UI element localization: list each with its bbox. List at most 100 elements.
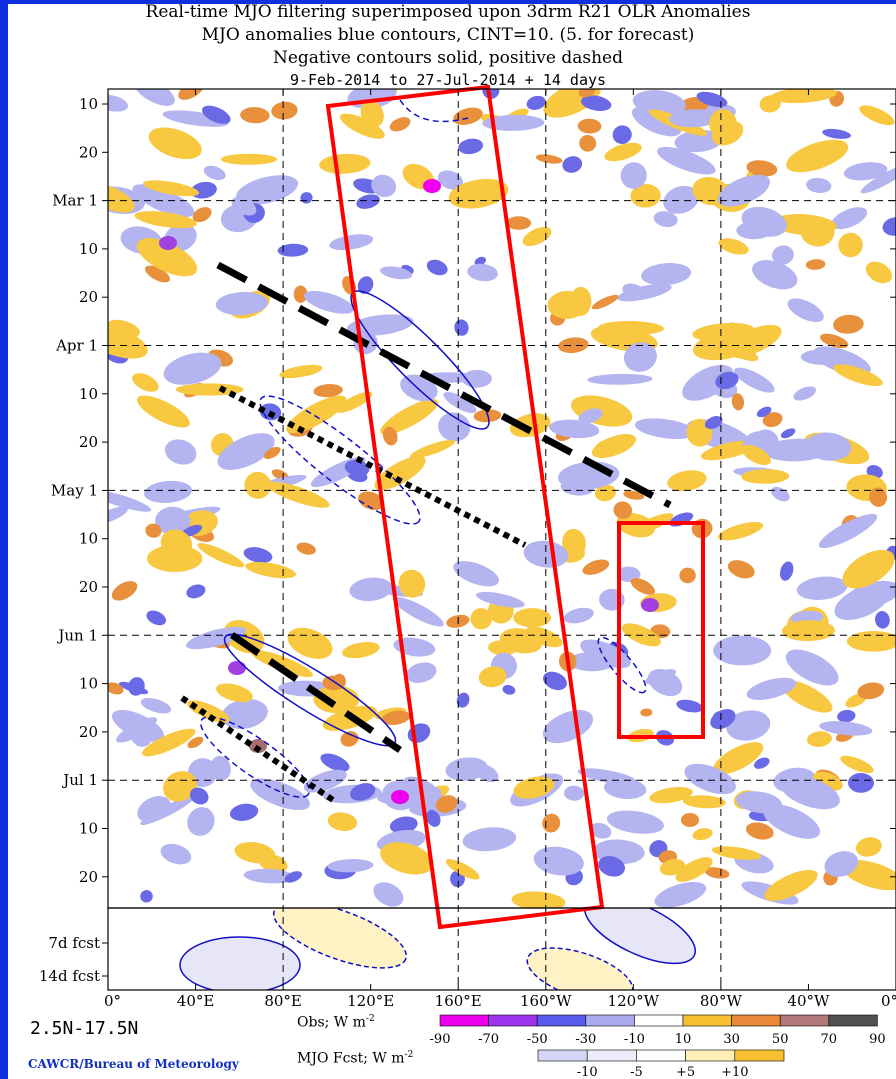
anomaly-cell bbox=[842, 549, 895, 589]
anomaly-cell bbox=[675, 857, 713, 882]
anomaly-cell bbox=[579, 134, 597, 152]
legend-label: 90 bbox=[869, 1032, 886, 1047]
anomaly-cell bbox=[284, 871, 303, 883]
anomaly-peak bbox=[159, 236, 177, 250]
anomaly-cell bbox=[443, 391, 477, 414]
y-tick-label: 20 bbox=[79, 433, 98, 451]
anomaly-cell bbox=[523, 540, 569, 568]
anomaly-cell bbox=[762, 412, 783, 428]
forecast-neg-anomaly bbox=[179, 936, 301, 990]
anomaly-cell bbox=[679, 567, 696, 584]
anomaly-cell bbox=[437, 170, 463, 190]
anomaly-cell bbox=[598, 856, 626, 877]
anomaly-cell bbox=[781, 620, 835, 642]
anomaly-cell bbox=[287, 627, 333, 659]
anomaly-cell bbox=[340, 731, 359, 747]
x-tick-label: 120°W bbox=[608, 992, 660, 1010]
anomaly-cell bbox=[578, 89, 596, 98]
propagation-line-2 bbox=[218, 385, 527, 548]
anomaly-cell bbox=[710, 709, 736, 730]
anomaly-cell bbox=[865, 261, 893, 284]
anomaly-cell bbox=[134, 211, 197, 229]
anomaly-cell bbox=[398, 569, 426, 598]
anomaly-cell bbox=[824, 851, 859, 877]
anomaly-cell bbox=[453, 107, 483, 125]
anomaly-cell bbox=[293, 285, 308, 303]
legend-label: -90 bbox=[430, 1032, 451, 1047]
anomaly-cell bbox=[781, 680, 833, 713]
y-tick-label: May 1 bbox=[51, 481, 98, 499]
anomaly-cell bbox=[513, 776, 555, 799]
anomaly-cell bbox=[780, 561, 794, 581]
x-tick-label: 0° bbox=[881, 992, 896, 1010]
anomaly-cell bbox=[564, 785, 585, 801]
anomaly-cell bbox=[591, 434, 637, 458]
y-tick-label: 20 bbox=[79, 143, 98, 161]
olr-anomaly-field bbox=[108, 89, 896, 908]
mjo-contour-pos-3 bbox=[399, 99, 469, 123]
anomaly-cell bbox=[676, 699, 703, 713]
anomaly-cell bbox=[410, 440, 455, 459]
legend-swatch bbox=[586, 1049, 637, 1062]
anomaly-cell bbox=[445, 859, 480, 880]
anomaly-cell bbox=[322, 675, 344, 691]
anomaly-cell bbox=[111, 581, 138, 601]
anomaly-cell bbox=[175, 383, 244, 396]
anomaly-cell bbox=[215, 292, 269, 316]
anomaly-cell bbox=[833, 314, 864, 334]
anomaly-cell bbox=[478, 666, 507, 688]
anomaly-cell bbox=[763, 804, 821, 839]
legend-fcst: -10 -5 +5 +10 bbox=[537, 1049, 785, 1079]
anomaly-cell bbox=[187, 807, 215, 836]
anomaly-cell bbox=[604, 142, 642, 162]
anomaly-cell bbox=[243, 547, 273, 563]
anomaly-cell bbox=[641, 263, 692, 286]
window-frame-left bbox=[0, 0, 8, 1079]
anomaly-cell bbox=[373, 882, 404, 907]
window-frame-top bbox=[0, 0, 896, 4]
y-tick-label: Jun 1 bbox=[56, 626, 98, 644]
anomaly-cell bbox=[371, 174, 397, 198]
annotation-lines bbox=[180, 84, 705, 930]
y-tick-label: 20 bbox=[79, 578, 98, 596]
anomaly-cell bbox=[374, 456, 426, 490]
anomaly-cell bbox=[438, 412, 471, 442]
anomaly-cell bbox=[266, 481, 330, 508]
legend-label: +10 bbox=[721, 1065, 748, 1079]
anomaly-cell bbox=[696, 91, 728, 108]
anomaly-cell bbox=[271, 101, 298, 120]
forecast-pos-anomaly bbox=[272, 908, 408, 969]
y-tick-label: Jul 1 bbox=[61, 771, 98, 789]
legend-swatch bbox=[685, 1049, 736, 1062]
anomaly-cell bbox=[143, 180, 200, 197]
anomaly-cell bbox=[511, 891, 566, 908]
anomaly-cell bbox=[833, 364, 883, 387]
anomaly-cell bbox=[296, 542, 316, 555]
anomaly-cell bbox=[108, 319, 140, 338]
anomaly-cell bbox=[482, 114, 545, 131]
forecast-panel bbox=[108, 908, 896, 990]
anomaly-cell bbox=[800, 349, 846, 366]
anomaly-cell bbox=[393, 597, 444, 627]
anomaly-cell bbox=[806, 731, 832, 747]
anomaly-cell bbox=[148, 127, 202, 160]
anomaly-cell bbox=[453, 561, 500, 587]
anomaly-cell bbox=[130, 724, 153, 747]
anomaly-cell bbox=[669, 109, 719, 128]
anomaly-cell bbox=[234, 842, 276, 864]
anomaly-cell bbox=[406, 662, 437, 683]
anomaly-cell bbox=[857, 682, 885, 700]
anomaly-cell bbox=[286, 395, 347, 434]
anomaly-cell bbox=[197, 543, 245, 568]
anomaly-cell bbox=[753, 757, 770, 769]
anomaly-cell bbox=[741, 444, 771, 466]
anomaly-cell bbox=[727, 560, 755, 579]
anomaly-cell bbox=[741, 206, 787, 237]
anomaly-cell bbox=[674, 129, 723, 153]
anomaly-cell bbox=[108, 682, 124, 695]
anomaly-cell bbox=[381, 710, 411, 725]
legend-label: 10 bbox=[675, 1032, 692, 1047]
anomaly-cell bbox=[108, 506, 128, 525]
anomaly-cell bbox=[838, 232, 863, 258]
chart-title: Real-time MJO filtering superimposed upo… bbox=[145, 2, 751, 22]
